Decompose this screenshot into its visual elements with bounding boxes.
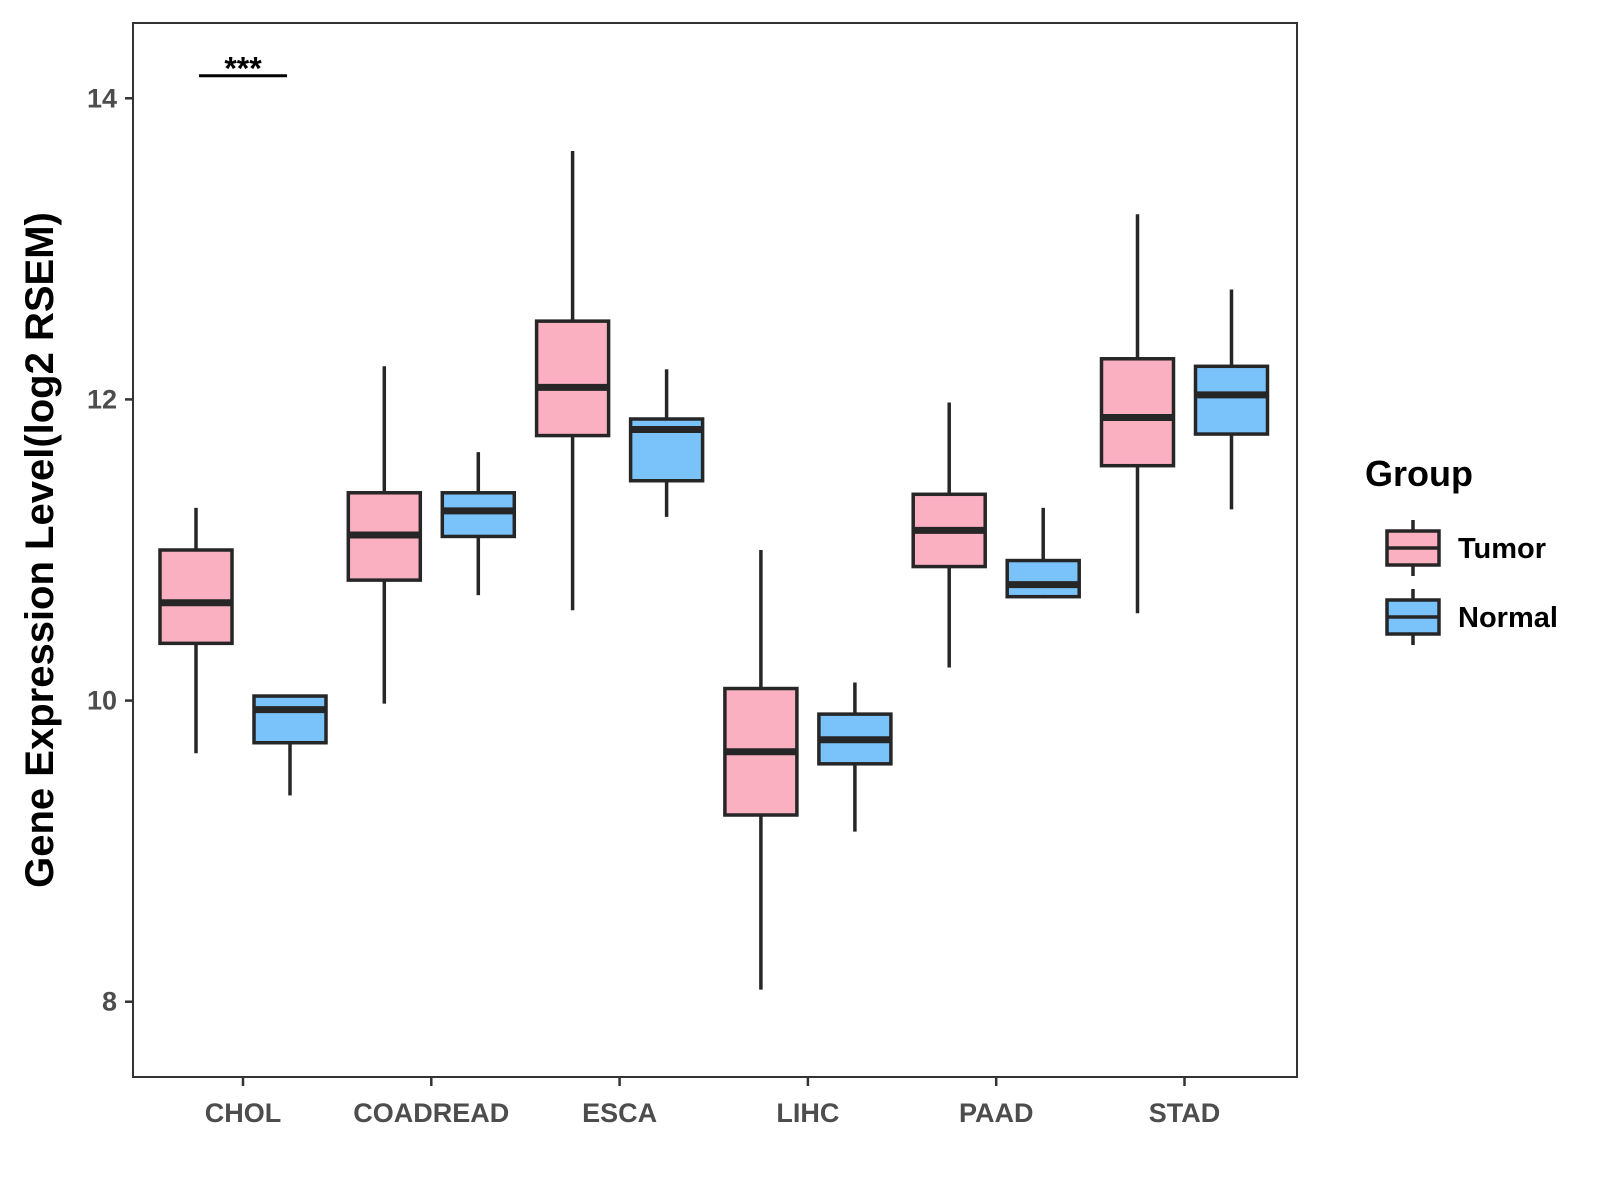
box-tumor-esca [534,150,611,611]
x-tick-label-paad: PAAD [959,1098,1034,1128]
box-tumor-paad [911,402,987,668]
box-body-normal-stad [1193,364,1270,436]
box-normal-paad [1005,507,1081,599]
box-normal-coadread [440,452,517,596]
legend-item-tumor: Tumor [1385,520,1546,576]
box-body-tumor-chol [158,548,234,646]
x-tick-label-chol: CHOL [205,1098,282,1128]
y-tick-label-12: 12 [87,384,117,414]
x-tick-label-coadread: COADREAD [353,1098,509,1128]
legend-item-normal: Normal [1385,589,1558,645]
boxes-layer [158,150,1270,990]
x-axis: CHOL COADREAD ESCA LIHC PAAD STAD [205,1077,1221,1128]
box-body-tumor-stad [1099,357,1176,468]
box-tumor-coadread [346,366,423,704]
y-tick-label-14: 14 [87,83,117,113]
y-tick-label-8: 8 [102,987,117,1017]
box-normal-lihc [817,682,893,832]
y-axis-title: Gene Expression Level(log2 RSEM) [18,212,62,888]
box-normal-chol [252,694,328,796]
y-axis: 8 10 12 14 [87,83,133,1017]
x-tick-label-lihc: LIHC [776,1098,839,1128]
box-tumor-chol [158,507,234,754]
box-normal-stad [1193,289,1270,510]
legend: Group Tumor Normal [1365,453,1558,645]
box-tumor-stad [1099,214,1176,614]
legend-label-tumor: Tumor [1458,533,1546,565]
box-tumor-lihc [723,550,799,990]
annotations: *** [199,51,287,87]
x-tick-label-esca: ESCA [582,1098,657,1128]
y-tick-label-10: 10 [87,686,117,716]
box-body-normal-chol [252,694,328,745]
x-tick-label-stad: STAD [1149,1098,1221,1128]
box-body-tumor-esca [534,319,611,438]
legend-label-normal: Normal [1458,602,1558,634]
box-body-normal-paad [1005,558,1081,599]
box-body-normal-coadread [440,491,517,539]
plot-panel-border [132,22,1298,1078]
significance-label-chol: *** [224,51,262,87]
legend-title: Group [1365,453,1473,494]
box-normal-esca [628,369,705,517]
